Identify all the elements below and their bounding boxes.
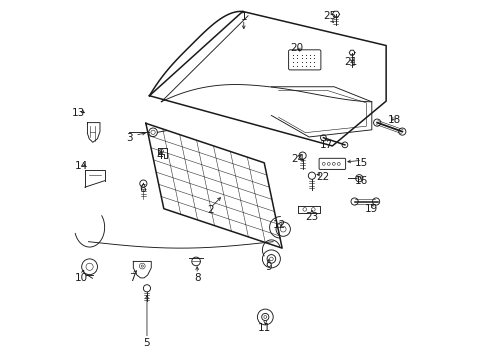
Text: 25: 25: [323, 11, 336, 21]
Text: 1: 1: [240, 12, 246, 22]
Text: 10: 10: [75, 273, 88, 283]
Text: 16: 16: [354, 176, 367, 186]
Text: 8: 8: [193, 273, 200, 283]
Text: 7: 7: [129, 273, 136, 283]
Text: 18: 18: [387, 115, 400, 125]
Text: 12: 12: [272, 220, 285, 230]
Text: 15: 15: [354, 158, 367, 168]
Text: 2: 2: [207, 206, 213, 216]
Text: 24: 24: [290, 154, 304, 164]
Text: 17: 17: [319, 140, 332, 150]
Text: 3: 3: [125, 133, 132, 143]
Text: 6: 6: [139, 184, 145, 194]
Text: 19: 19: [365, 204, 378, 215]
Text: 4: 4: [157, 150, 163, 161]
Text: 21: 21: [344, 57, 357, 67]
Text: 23: 23: [305, 212, 318, 221]
Text: 20: 20: [289, 43, 303, 53]
Text: 9: 9: [265, 262, 272, 272]
Text: 14: 14: [75, 161, 88, 171]
Text: 22: 22: [315, 172, 328, 182]
Text: 11: 11: [257, 323, 270, 333]
Text: 13: 13: [72, 108, 85, 118]
Text: 5: 5: [143, 338, 150, 348]
